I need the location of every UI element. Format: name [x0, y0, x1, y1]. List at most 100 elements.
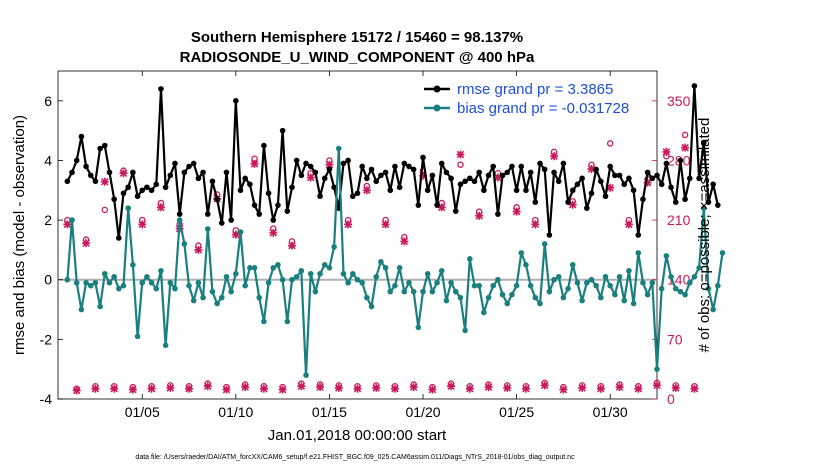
rmse-point	[303, 160, 309, 167]
rmse-point	[275, 202, 281, 208]
rmse-point	[101, 142, 108, 149]
bias-point	[176, 217, 183, 223]
bias-point	[429, 288, 436, 295]
rmse-point	[658, 181, 665, 188]
bias-point	[209, 288, 216, 295]
rmse-point	[532, 199, 539, 205]
rmse-point	[312, 169, 319, 176]
rmse-point	[630, 187, 637, 194]
y-left-tick-label: 4	[44, 152, 52, 168]
obs-assimilated-point	[344, 220, 353, 229]
obs-assimilated-point	[287, 241, 296, 250]
rmse-point	[499, 172, 506, 179]
rmse-point	[307, 163, 314, 170]
rmse-point	[190, 160, 197, 167]
bias-point	[92, 279, 99, 286]
rmse-point	[181, 169, 188, 176]
obs-assimilated-point	[91, 384, 100, 393]
bias-point	[700, 205, 707, 211]
obs-assimilated-point	[456, 150, 465, 159]
bias-point	[392, 282, 398, 289]
bias-point	[434, 279, 440, 286]
rmse-point	[242, 175, 248, 182]
bias-point	[438, 267, 445, 274]
rmse-point	[588, 190, 595, 197]
rmse-point	[373, 178, 380, 185]
bias-point	[546, 288, 553, 295]
obs-assimilated-point	[147, 384, 156, 393]
bias-point	[303, 372, 309, 378]
x-axis-ticks: 01/05 01/10 01/15 01/20 01/25 01/30	[125, 71, 628, 420]
bias-point	[125, 205, 131, 211]
bias-point	[523, 262, 529, 268]
bias-point	[579, 297, 585, 304]
rmse-point	[284, 208, 291, 214]
rmse-point	[541, 166, 548, 173]
bias-point	[626, 267, 632, 274]
rmse-point	[350, 193, 356, 200]
bias-point	[448, 279, 454, 286]
bias-point	[378, 259, 384, 265]
rmse-point	[551, 169, 557, 176]
obs-assimilated-point	[465, 384, 474, 393]
bias-point	[251, 265, 258, 271]
obs-assimilated-point	[400, 237, 409, 246]
rmse-point	[64, 178, 71, 185]
rmse-point	[602, 193, 609, 200]
bias-point	[541, 241, 548, 247]
rmse-point	[186, 163, 192, 170]
y-left-axis-ticks: -4 -2 0 2 4 6	[40, 93, 63, 407]
obs-assimilated-point	[662, 147, 671, 156]
rmse-point	[396, 184, 403, 191]
bias-point	[504, 300, 511, 307]
rmse-point	[410, 166, 417, 173]
rmse-point	[677, 157, 684, 164]
bias-point	[607, 282, 614, 289]
obs-assimilated-point	[316, 383, 325, 392]
rmse-point	[87, 172, 94, 179]
obs-assimilated-point	[503, 383, 512, 392]
obs-assimilated-point	[325, 160, 334, 169]
obs-assimilated-point	[634, 384, 643, 393]
y-right-tick-label: 0	[667, 391, 675, 407]
rmse-point	[134, 193, 141, 200]
obs-assimilated-point	[531, 220, 540, 229]
rmse-point	[635, 232, 642, 238]
obs-possible-point	[457, 161, 464, 168]
bias-point	[630, 300, 637, 307]
obs-assimilated-point	[419, 171, 428, 180]
bias-point	[490, 282, 497, 289]
bias-point	[120, 282, 127, 289]
rmse-point	[78, 133, 85, 140]
bias-point	[195, 279, 202, 286]
obs-assimilated-point	[390, 384, 399, 393]
rmse-point	[682, 196, 688, 203]
obs-assimilated-point	[82, 239, 91, 248]
rmse-point	[457, 181, 464, 188]
rmse-point	[326, 166, 333, 173]
x-tick-label: 01/20	[405, 404, 440, 420]
bias-point	[424, 270, 431, 277]
rmse-point	[560, 160, 567, 167]
rmse-point	[378, 172, 384, 179]
legend-rmse-marker	[433, 85, 441, 93]
bias-point	[401, 288, 408, 295]
rmse-point	[279, 127, 286, 134]
obs-assimilated-point	[231, 230, 240, 239]
rmse-point	[574, 181, 581, 188]
bias-point	[340, 270, 347, 277]
rmse-point	[148, 187, 155, 194]
rmse-point	[247, 181, 253, 188]
rmse-point	[106, 169, 113, 176]
obs-possible-point	[606, 140, 614, 147]
rmse-point	[429, 172, 436, 179]
bias-point	[218, 294, 225, 301]
rmse-point	[139, 187, 146, 194]
y-right-tick-label: 70	[667, 331, 683, 347]
bias-point	[162, 342, 169, 349]
obs-assimilated-point	[428, 385, 437, 394]
rmse-point	[705, 199, 712, 205]
bias-point	[616, 273, 623, 280]
x-tick-label: 01/30	[593, 404, 628, 420]
bias-point	[317, 270, 323, 277]
